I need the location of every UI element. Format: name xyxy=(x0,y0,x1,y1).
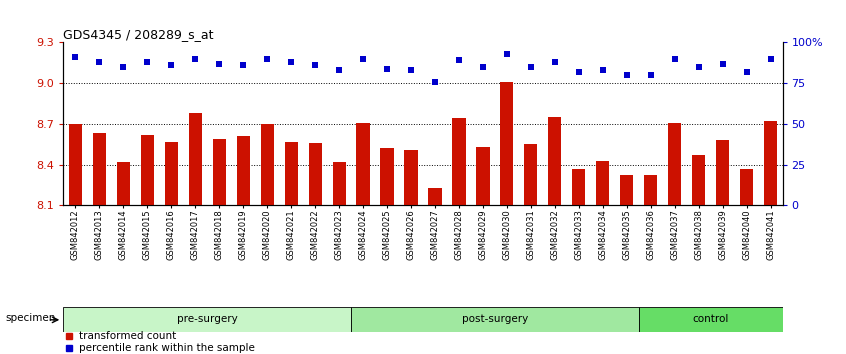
Bar xyxy=(189,113,202,205)
Point xyxy=(572,69,585,75)
Point xyxy=(428,79,442,84)
Bar xyxy=(740,169,753,205)
Point xyxy=(117,64,130,70)
Point xyxy=(236,62,250,68)
Point xyxy=(739,69,753,75)
Point xyxy=(308,62,321,68)
Point xyxy=(644,72,657,78)
Bar xyxy=(764,121,777,205)
Point xyxy=(404,67,418,73)
Point xyxy=(69,54,82,60)
Point xyxy=(284,59,298,65)
Bar xyxy=(639,307,783,332)
Point xyxy=(164,62,178,68)
Text: pre-surgery: pre-surgery xyxy=(177,314,238,324)
Bar xyxy=(404,150,418,205)
Point xyxy=(452,58,465,63)
Text: post-surgery: post-surgery xyxy=(462,314,528,324)
Bar xyxy=(476,147,490,205)
Point xyxy=(620,72,634,78)
Point xyxy=(356,56,370,62)
Point xyxy=(380,66,393,72)
Point xyxy=(500,51,514,57)
Bar xyxy=(309,143,321,205)
Bar xyxy=(572,169,585,205)
Bar xyxy=(351,307,639,332)
Point xyxy=(332,67,346,73)
Point xyxy=(524,64,537,70)
Bar xyxy=(63,307,351,332)
Bar xyxy=(525,144,537,205)
Bar xyxy=(93,133,106,205)
Bar xyxy=(644,176,657,205)
Point xyxy=(92,59,106,65)
Bar xyxy=(284,142,298,205)
Bar xyxy=(332,162,346,205)
Text: transformed count: transformed count xyxy=(80,331,177,342)
Bar xyxy=(117,162,130,205)
Bar xyxy=(356,122,370,205)
Bar xyxy=(692,155,706,205)
Bar xyxy=(165,142,178,205)
Text: percentile rank within the sample: percentile rank within the sample xyxy=(80,343,255,353)
Bar xyxy=(716,140,729,205)
Bar xyxy=(548,117,562,205)
Point xyxy=(140,59,154,65)
Bar xyxy=(237,136,250,205)
Point xyxy=(596,67,609,73)
Point xyxy=(667,56,681,62)
Bar xyxy=(428,188,442,205)
Bar xyxy=(381,148,393,205)
Point xyxy=(476,64,490,70)
Point xyxy=(212,61,226,67)
Point xyxy=(261,56,274,62)
Bar xyxy=(500,82,514,205)
Bar xyxy=(140,135,154,205)
Text: control: control xyxy=(693,314,728,324)
Point xyxy=(189,56,202,62)
Bar xyxy=(453,119,465,205)
Bar xyxy=(261,124,274,205)
Bar xyxy=(620,176,634,205)
Bar xyxy=(596,161,609,205)
Text: GDS4345 / 208289_s_at: GDS4345 / 208289_s_at xyxy=(63,28,214,41)
Point xyxy=(764,56,777,62)
Bar xyxy=(69,124,82,205)
Bar xyxy=(668,122,681,205)
Point xyxy=(716,61,729,67)
Point xyxy=(548,59,562,65)
Text: specimen: specimen xyxy=(5,313,56,323)
Bar xyxy=(212,139,226,205)
Point xyxy=(692,64,706,70)
